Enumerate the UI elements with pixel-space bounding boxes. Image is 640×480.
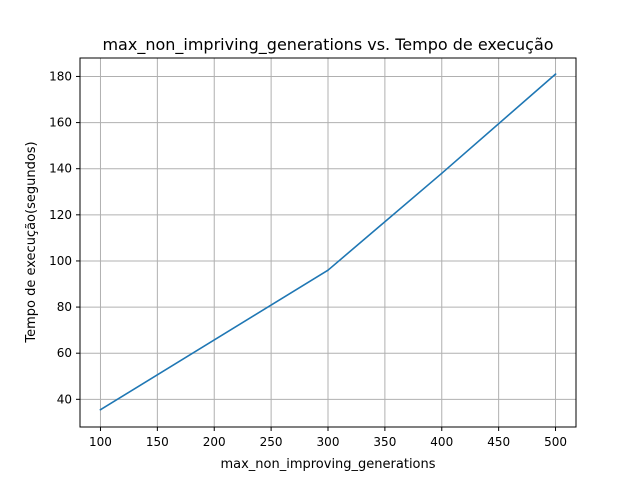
y-tick-label: 40 xyxy=(57,392,72,406)
series-line xyxy=(99,73,557,411)
axis-ticks: 100 150 200 250 300 350 400 450 500 40 60 80 100 120 1… xyxy=(49,69,567,449)
x-tick-label: 100 xyxy=(89,435,112,449)
x-tick-label: 300 xyxy=(317,435,340,449)
chart-title: max_non_impriving_generations vs. Tempo … xyxy=(102,35,553,55)
y-tick-label: 180 xyxy=(49,69,72,83)
y-tick-label: 160 xyxy=(49,116,72,130)
y-axis-label: Tempo de execução(segundos) xyxy=(24,141,39,343)
x-tick-label: 500 xyxy=(544,435,567,449)
series-layer xyxy=(99,73,557,411)
x-tick-label: 350 xyxy=(373,435,396,449)
x-tick-label: 150 xyxy=(146,435,169,449)
data-point xyxy=(327,269,329,271)
x-tick-label: 400 xyxy=(430,435,453,449)
data-point xyxy=(554,73,557,75)
data-point xyxy=(440,172,443,175)
y-tick-label: 120 xyxy=(49,208,72,222)
y-tick-label: 100 xyxy=(49,254,72,268)
data-point xyxy=(99,408,102,411)
x-tick-label: 250 xyxy=(260,435,283,449)
y-tick-label: 140 xyxy=(49,162,72,176)
y-tick-label: 60 xyxy=(57,346,72,360)
x-tick-label: 200 xyxy=(203,435,226,449)
x-axis-label: max_non_improving_generations xyxy=(220,457,435,472)
y-tick-label: 80 xyxy=(57,300,72,314)
x-tick-label: 450 xyxy=(487,435,510,449)
grid-lines xyxy=(80,58,576,427)
